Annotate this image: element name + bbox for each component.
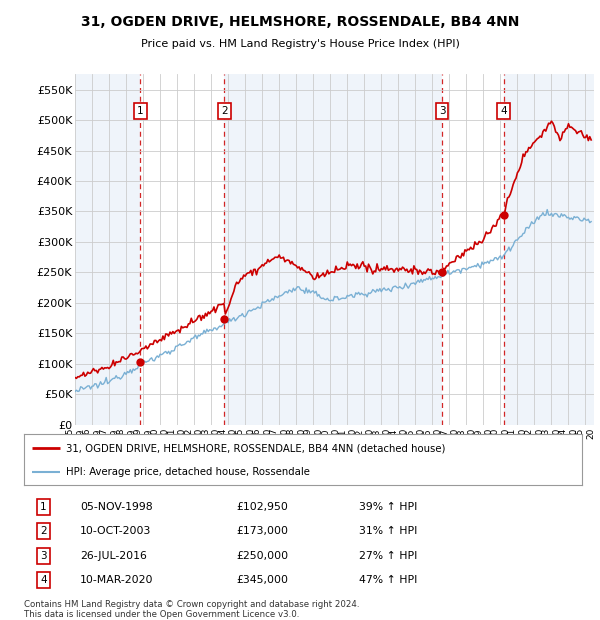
Text: 27% ↑ HPI: 27% ↑ HPI bbox=[359, 551, 417, 560]
Text: 1: 1 bbox=[40, 502, 47, 512]
Bar bbox=[224, 74, 442, 425]
Text: 2: 2 bbox=[40, 526, 47, 536]
Bar bbox=[503, 74, 594, 425]
Text: 39% ↑ HPI: 39% ↑ HPI bbox=[359, 502, 417, 512]
Text: £173,000: £173,000 bbox=[236, 526, 288, 536]
Text: 31, OGDEN DRIVE, HELMSHORE, ROSSENDALE, BB4 4NN (detached house): 31, OGDEN DRIVE, HELMSHORE, ROSSENDALE, … bbox=[66, 443, 445, 453]
Text: 3: 3 bbox=[439, 106, 445, 116]
Bar bbox=[75, 74, 140, 425]
Text: 31, OGDEN DRIVE, HELMSHORE, ROSSENDALE, BB4 4NN: 31, OGDEN DRIVE, HELMSHORE, ROSSENDALE, … bbox=[81, 16, 519, 30]
Text: HPI: Average price, detached house, Rossendale: HPI: Average price, detached house, Ross… bbox=[66, 467, 310, 477]
Text: £345,000: £345,000 bbox=[236, 575, 288, 585]
Text: 2: 2 bbox=[221, 106, 228, 116]
Text: 47% ↑ HPI: 47% ↑ HPI bbox=[359, 575, 417, 585]
Text: 4: 4 bbox=[500, 106, 507, 116]
Text: 10-MAR-2020: 10-MAR-2020 bbox=[80, 575, 154, 585]
Text: 26-JUL-2016: 26-JUL-2016 bbox=[80, 551, 146, 560]
Text: 31% ↑ HPI: 31% ↑ HPI bbox=[359, 526, 417, 536]
Text: 10-OCT-2003: 10-OCT-2003 bbox=[80, 526, 151, 536]
Text: 3: 3 bbox=[40, 551, 47, 560]
Text: Contains HM Land Registry data © Crown copyright and database right 2024.
This d: Contains HM Land Registry data © Crown c… bbox=[24, 600, 359, 619]
Text: £102,950: £102,950 bbox=[236, 502, 288, 512]
Text: 05-NOV-1998: 05-NOV-1998 bbox=[80, 502, 152, 512]
Text: 1: 1 bbox=[137, 106, 143, 116]
Text: £250,000: £250,000 bbox=[236, 551, 288, 560]
Text: Price paid vs. HM Land Registry's House Price Index (HPI): Price paid vs. HM Land Registry's House … bbox=[140, 39, 460, 49]
Text: 4: 4 bbox=[40, 575, 47, 585]
